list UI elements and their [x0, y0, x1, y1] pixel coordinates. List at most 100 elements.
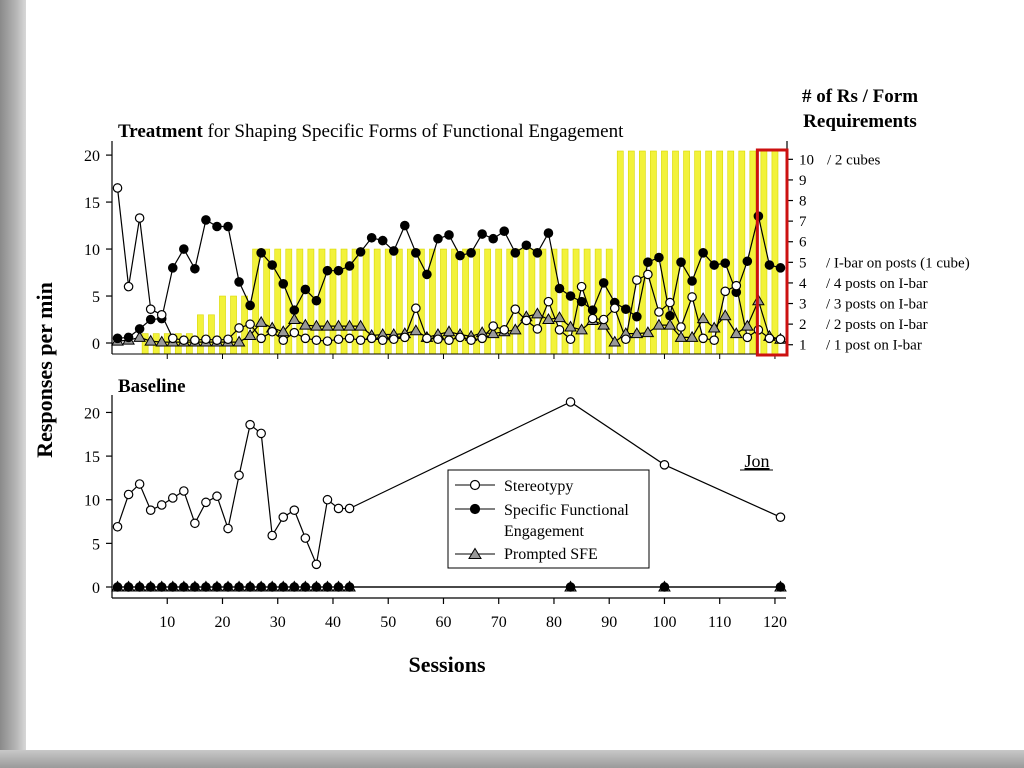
criterion-bar-54	[727, 150, 735, 355]
baseline-panel-title: Baseline	[118, 376, 186, 397]
treatment-gray-triangle-point-51	[663, 318, 677, 330]
treatment-filled-circle-point-45	[598, 278, 609, 288]
treatment-filled-circle-point-16	[278, 279, 289, 289]
baseline-filled-circle-point-20	[322, 582, 333, 592]
treatment-gray-triangle-point-56	[718, 309, 732, 321]
treatment-open-circle-point-55	[709, 335, 719, 345]
baseline-filled-circle-point-24	[659, 582, 670, 592]
baseline-filled-circle-point-19	[311, 582, 322, 592]
treatment-open-circle-point-58	[742, 332, 753, 343]
treatment-open-circle-point-8	[190, 335, 200, 345]
right-tick-label-4: 4	[799, 276, 807, 292]
treatment-gray-triangle-point-19	[310, 319, 323, 331]
treatment-open-circle-point-12	[234, 323, 244, 333]
participant-label: Jon	[744, 451, 769, 471]
treatment-gray-triangle-point-39	[531, 307, 544, 319]
treatment-gray-triangle-point-14	[254, 315, 268, 327]
y-axis-label: Responses per min	[32, 282, 57, 458]
criterion-bar-50	[683, 150, 690, 355]
baseline-filled-circle-point-9	[201, 582, 211, 592]
treatment-open-circle-point-48	[632, 275, 642, 285]
x-axis-label: Sessions	[408, 652, 485, 677]
treatment-filled-circle-point-29	[422, 269, 432, 280]
baseline-y-tick-label-10: 10	[84, 493, 100, 510]
treatment-open-circle-point-9	[201, 334, 211, 345]
treatment-filled-circle-point-26	[388, 246, 399, 256]
treatment-filled-circle-point-11	[223, 221, 233, 232]
treatment-open-circle-point-19	[311, 335, 322, 345]
baseline-open-circle-point-7	[179, 486, 189, 496]
legend-frame	[447, 469, 650, 569]
treatment-filled-circle-point-50	[654, 252, 664, 263]
treatment-filled-circle-point-49	[643, 257, 653, 267]
right-tick-label-5: 5	[799, 255, 807, 271]
baseline-filled-circle-point-4	[145, 582, 156, 592]
x-tick-label-60: 60	[435, 614, 451, 631]
treatment-filled-circle-point-33	[466, 248, 476, 258]
treatment-gray-triangle-point-12	[232, 335, 246, 347]
treatment-open-circle-point-22	[344, 333, 355, 344]
treatment-open-circle-point-47	[620, 334, 631, 345]
treatment-filled-circle-point-12	[234, 277, 244, 287]
treatment-y-tick-label-5: 5	[92, 289, 100, 306]
treatment-filled-circle-point-39	[532, 248, 543, 258]
treatment-filled-circle-point-18	[300, 284, 311, 295]
baseline-y-tick-label-0: 0	[92, 580, 100, 597]
baseline-filled-circle-point-15	[267, 582, 278, 592]
treatment-filled-circle-point-40	[543, 228, 554, 238]
treatment-open-circle-point-16	[278, 335, 289, 345]
right-axis-title-line1: # of Rs / Form	[802, 86, 918, 107]
right-tick-label-10: 10	[799, 152, 814, 168]
right-tick-label-2: 2	[799, 317, 807, 333]
treatment-open-circle-point-42	[565, 334, 576, 345]
baseline-y-tick-label-20: 20	[84, 405, 100, 422]
treatment-gray-triangle-point-41	[553, 311, 566, 323]
treatment-title-bold: Treatment	[118, 121, 203, 142]
criterion-bar-34	[506, 248, 514, 355]
treatment-open-circle-point-30	[433, 334, 443, 345]
baseline-filled-circle-point-21	[333, 582, 344, 592]
treatment-filled-circle-point-56	[720, 258, 731, 268]
treatment-open-circle-point-39	[532, 324, 543, 334]
baseline-filled-circle-point-25	[775, 582, 786, 592]
treatment-open-circle-point-3	[134, 213, 145, 223]
baseline-open-circle-point-22	[344, 503, 355, 514]
treatment-open-circle-point-45	[598, 314, 609, 325]
form-requirement-1: / 1 post on I-bar	[826, 338, 922, 354]
treatment-filled-circle-point-20	[322, 265, 333, 276]
treatment-filled-circle-point-35	[488, 233, 498, 244]
treatment-open-circle-point-40	[543, 296, 554, 307]
treatment-open-circle-point-20	[322, 336, 333, 346]
treatment-filled-circle-point-31	[444, 230, 454, 240]
treatment-open-circle-point-61	[775, 334, 786, 345]
baseline-filled-circle-point-1	[112, 582, 123, 592]
series-layer	[111, 183, 787, 592]
criterion-bar-58	[771, 150, 779, 355]
right-tick-label-7: 7	[799, 214, 807, 230]
baseline-open-circle-point-1	[112, 521, 123, 532]
treatment-gray-triangle-point-4	[144, 334, 158, 346]
treatment-title-rest: for Shaping Specific Forms of Functional…	[203, 121, 624, 142]
baseline-open-circle-point-2	[123, 489, 134, 500]
treatment-gray-triangle-point-58	[740, 319, 754, 331]
baseline-open-circle-point-13	[245, 419, 255, 430]
treatment-gray-triangle-point-18	[298, 318, 312, 330]
treatment-open-circle-point-36	[499, 325, 510, 335]
treatment-filled-circle-point-30	[433, 233, 443, 244]
treatment-open-circle-point-6	[167, 333, 178, 344]
treatment-filled-circle-point-32	[455, 250, 465, 261]
treatment-filled-circle-point-23	[355, 247, 366, 257]
right-tick-label-1: 1	[799, 338, 807, 354]
right-axis-title-line2: Requirements	[803, 111, 917, 132]
baseline-filled-circle-point-5	[156, 582, 167, 592]
treatment-filled-circle-point-42	[565, 291, 576, 301]
treatment-open-circle-point-56	[720, 286, 731, 297]
x-tick-label-80: 80	[546, 614, 562, 631]
form-requirement-4: / 4 posts on I-bar	[826, 276, 928, 292]
treatment-open-circle-point-5	[156, 310, 167, 320]
highlight-box	[755, 148, 789, 357]
x-tick-label-20: 20	[214, 614, 230, 631]
treatment-open-circle-point-21	[333, 334, 344, 345]
treatment-gray-triangle-point-22	[343, 319, 356, 331]
baseline-open-circle-point-17	[289, 505, 300, 515]
